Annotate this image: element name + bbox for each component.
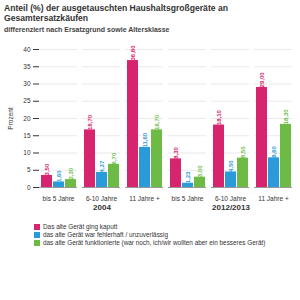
svg-text:2012/2013: 2012/2013 xyxy=(212,202,250,211)
svg-text:2004: 2004 xyxy=(93,202,111,211)
html-text:das alte Gerät war fehlerhaft: das alte Gerät war fehlerhaft / unzuverl… xyxy=(43,230,168,238)
svg-text:bis 5 Jahre: bis 5 Jahre xyxy=(43,195,75,202)
svg-text:25: 25 xyxy=(23,97,31,104)
svg-text:40: 40 xyxy=(23,45,31,52)
svg-text:16,70: 16,70 xyxy=(154,114,160,130)
svg-text:2,30: 2,30 xyxy=(68,167,74,179)
svg-text:6,70: 6,70 xyxy=(111,152,117,164)
svg-text:bis 5 Jahre: bis 5 Jahre xyxy=(172,195,204,202)
svg-text:11 Jahre +: 11 Jahre + xyxy=(129,195,160,202)
svg-text:5: 5 xyxy=(27,166,31,173)
svg-text:10: 10 xyxy=(23,149,31,156)
svg-text:6-10 Jahre: 6-10 Jahre xyxy=(215,195,246,202)
svg-text:4,37: 4,37 xyxy=(99,160,105,172)
svg-text:11 Jahre +: 11 Jahre + xyxy=(258,195,289,202)
svg-text:1,60: 1,60 xyxy=(56,169,62,181)
svg-text:Prozent: Prozent xyxy=(7,107,14,130)
svg-text:3,50: 3,50 xyxy=(44,163,50,175)
svg-text:8,50: 8,50 xyxy=(240,146,246,158)
svg-text:1,23: 1,23 xyxy=(185,171,191,183)
svg-text:16,70: 16,70 xyxy=(87,114,93,130)
svg-text:15: 15 xyxy=(23,132,31,139)
svg-text:6-10 Jahre: 6-10 Jahre xyxy=(86,195,117,202)
svg-text:18,30: 18,30 xyxy=(283,108,289,124)
svg-text:36,80: 36,80 xyxy=(130,45,136,61)
svg-text:30: 30 xyxy=(23,80,31,87)
svg-text:8,60: 8,60 xyxy=(271,145,277,157)
svg-text:8,30: 8,30 xyxy=(173,146,179,158)
svg-text:4,50: 4,50 xyxy=(228,159,234,171)
svg-text:29,00: 29,00 xyxy=(259,72,265,88)
svg-text:11,60: 11,60 xyxy=(142,132,148,147)
svg-text:18,10: 18,10 xyxy=(216,109,222,125)
html-text:differenziert nach Ersatzgrund: differenziert nach Ersatzgrund sowie Alt… xyxy=(4,25,170,33)
svg-text:0: 0 xyxy=(27,183,31,190)
html-text:Anteil (%) der ausgetauschten: Anteil (%) der ausgetauschten Haushaltsg… xyxy=(4,3,228,23)
html-text:Das alte Gerät ging kaputt: Das alte Gerät ging kaputt xyxy=(43,222,118,230)
svg-text:35: 35 xyxy=(23,63,31,70)
svg-text:3,00: 3,00 xyxy=(197,165,203,177)
svg-text:20: 20 xyxy=(23,114,31,121)
html-text:das alte Gerät funktionierte (: das alte Gerät funktionierte (war noch, … xyxy=(43,238,266,246)
